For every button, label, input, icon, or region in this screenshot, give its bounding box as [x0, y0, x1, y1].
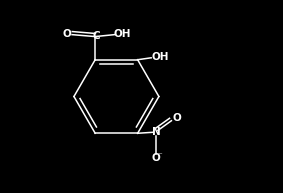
Text: OH: OH — [151, 52, 169, 62]
Text: C: C — [92, 31, 100, 41]
Text: O: O — [63, 29, 72, 39]
Text: ⁻: ⁻ — [158, 151, 163, 160]
Text: O: O — [152, 153, 160, 163]
Text: O: O — [173, 113, 182, 123]
Text: N: N — [152, 127, 160, 137]
Text: OH: OH — [113, 29, 131, 39]
